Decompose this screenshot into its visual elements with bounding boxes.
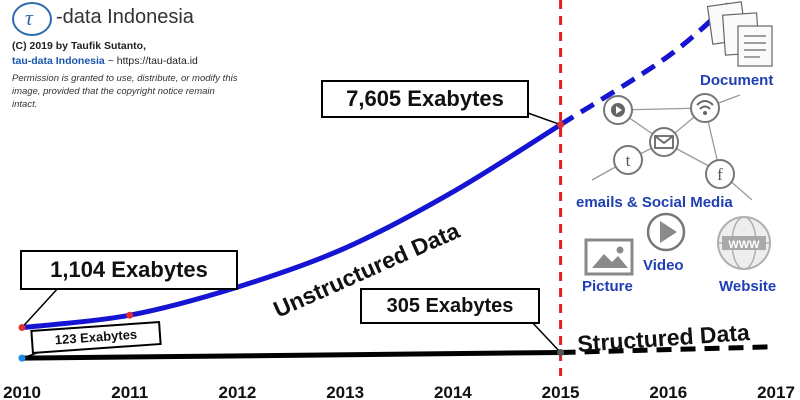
site-line: tau-data Indonesia ~ https://tau-data.id — [12, 55, 198, 67]
play-circle-icon — [603, 95, 633, 125]
x-tick-label: 2013 — [326, 383, 364, 400]
point-unstructured-2011 — [126, 311, 134, 319]
x-tick-label: 2010 — [3, 383, 41, 400]
document-label: Document — [700, 72, 774, 89]
video-label: Video — [643, 257, 684, 274]
structured-data-line — [21, 349, 561, 361]
callout-305: 305 Exabytes — [360, 288, 540, 324]
x-tick-label: 2011 — [111, 383, 148, 400]
logo-glyph: τ — [25, 5, 33, 30]
email-icon — [649, 127, 679, 157]
emails-social-label: emails & Social Media — [576, 194, 733, 211]
callout-7605-leader — [524, 111, 561, 126]
permission-notice: Permission is granted to use, distribute… — [12, 73, 238, 110]
facebook-icon: f — [705, 159, 735, 189]
website-label: Website — [719, 278, 777, 295]
callout-1104: 1,104 Exabytes — [20, 250, 238, 290]
twitter-icon: t — [613, 145, 643, 175]
callout-7605: 7,605 Exabytes — [321, 80, 529, 118]
picture-label: Picture — [582, 278, 633, 295]
x-axis-ticks: 2010 2011 2012 2013 2014 2015 2016 2017 — [3, 383, 795, 400]
site-url: ~ https://tau-data.id — [107, 55, 198, 67]
data-points — [18, 121, 565, 362]
document-icon — [706, 1, 773, 67]
tau-logo-icon: τ — [12, 2, 52, 36]
point-unstructured-2015 — [557, 121, 565, 129]
x-tick-label: 2016 — [649, 383, 687, 400]
callout-1104-leader — [21, 285, 61, 329]
site-name-link[interactable]: tau-data Indonesia — [12, 55, 105, 67]
structured-data-forecast-line — [560, 344, 777, 355]
point-unstructured-2010 — [18, 324, 26, 332]
x-tick-label: 2017 — [757, 383, 795, 400]
twitter-glyph: t — [626, 151, 631, 170]
facebook-glyph: f — [717, 165, 723, 184]
callout-305-leader — [529, 319, 562, 353]
x-tick-label: 2012 — [219, 383, 257, 400]
unstructured-data-line — [19, 122, 564, 331]
www-badge: WWW — [728, 239, 760, 251]
picture-icon — [584, 238, 634, 276]
globe-icon: WWW — [717, 216, 771, 270]
x-tick-label: 2015 — [542, 383, 580, 400]
video-icon — [646, 212, 686, 252]
brand-name: -data Indonesia — [56, 6, 194, 28]
point-structured-2015 — [557, 348, 565, 356]
wifi-icon — [690, 93, 720, 123]
point-structured-2010 — [18, 354, 26, 362]
x-tick-label: 2014 — [434, 383, 472, 400]
copyright-line: (C) 2019 by Taufik Sutanto, — [12, 40, 146, 52]
